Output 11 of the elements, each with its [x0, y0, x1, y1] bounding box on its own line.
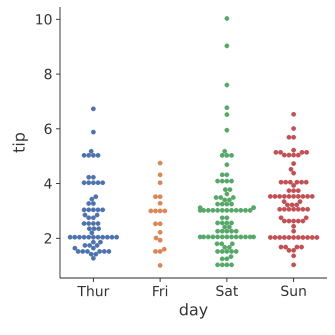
x-tick-label: Fri	[153, 286, 168, 296]
y-tick-label: 10	[36, 14, 52, 25]
y-tick-label: 8	[44, 68, 52, 80]
y-tick-label: 6	[44, 124, 52, 134]
y-axis-title: tip	[12, 132, 28, 152]
x-tick-label: Sat	[216, 286, 238, 296]
y-tick-label: 4	[44, 178, 52, 189]
x-tick-label: Thur	[77, 286, 110, 296]
x-axis-title: day	[180, 303, 208, 319]
y-tick-label: 2	[44, 233, 52, 244]
x-tick-label: Sun	[281, 286, 306, 296]
